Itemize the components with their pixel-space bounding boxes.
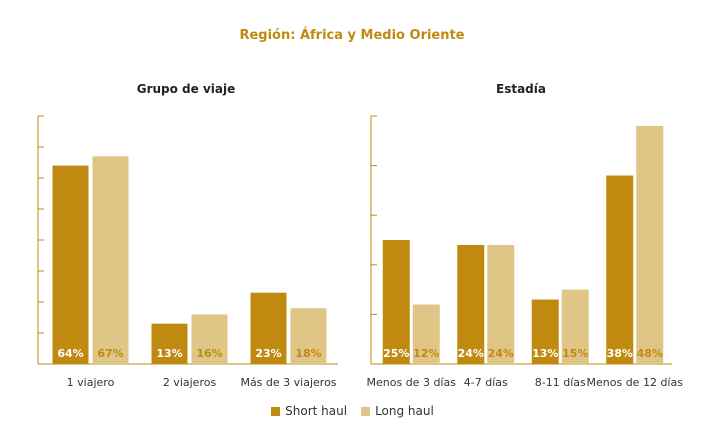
bar-value-label: 67% <box>97 347 123 360</box>
legend-label-short-haul: Short haul <box>285 404 348 418</box>
bar-value-label: 48% <box>637 347 663 360</box>
bar-value-label: 24% <box>488 347 514 360</box>
bar-short-haul <box>457 244 485 364</box>
panel-title: Estadía <box>496 82 546 96</box>
bar-value-label: 13% <box>156 347 182 360</box>
legend-item-short-haul: Short haul <box>271 404 347 418</box>
bar-value-label: 24% <box>458 347 484 360</box>
panel-title: Grupo de viaje <box>137 82 236 96</box>
bar-value-label: 64% <box>57 347 83 360</box>
bar-short-haul <box>531 299 559 364</box>
bar-long-haul <box>92 156 129 364</box>
bar-long-haul <box>191 314 228 364</box>
x-tick-label: Más de 3 viajeros <box>240 376 336 389</box>
x-tick-label: Menos de 3 días <box>367 376 457 389</box>
chart-panel-1: Estadía 25% 12% Menos de 3 días 24% 24% 4-7 dí… <box>367 82 684 389</box>
bar-short-haul <box>52 165 89 364</box>
x-tick-label: 8-11 días <box>535 376 586 389</box>
bar-value-label: 23% <box>255 347 281 360</box>
legend-item-long-haul: Long haul <box>361 404 434 418</box>
bar-value-label: 12% <box>413 347 439 360</box>
bar-long-haul <box>636 125 664 364</box>
bar-short-haul <box>250 292 287 364</box>
legend-swatch-long-haul <box>361 406 371 416</box>
bar-value-label: 38% <box>607 347 633 360</box>
legend-swatch-short-haul <box>271 406 281 416</box>
bar-short-haul <box>151 323 188 364</box>
x-tick-label: 1 viajero <box>67 376 115 389</box>
bar-short-haul <box>606 175 634 364</box>
bar-long-haul <box>487 244 515 364</box>
chart-panel-0: Grupo de viaje 64% 67% 1 viajero 13% 16% 2 via… <box>37 82 338 389</box>
bar-long-haul <box>561 289 589 364</box>
bar-value-label: 15% <box>562 347 588 360</box>
legend-label-long-haul: Long haul <box>375 404 434 418</box>
bar-value-label: 18% <box>295 347 321 360</box>
x-tick-label: 2 viajeros <box>163 376 217 389</box>
bar-long-haul <box>412 304 440 364</box>
x-tick-label: 4-7 días <box>464 376 508 389</box>
bar-long-haul <box>290 308 327 364</box>
bar-value-label: 13% <box>532 347 558 360</box>
bar-short-haul <box>382 240 410 364</box>
bar-value-label: 25% <box>383 347 409 360</box>
bar-value-label: 16% <box>196 347 222 360</box>
chart-main-title: Región: África y Medio Oriente <box>239 27 464 43</box>
chart-legend: Short haul Long haul <box>0 404 705 418</box>
x-tick-label: Menos de 12 días <box>587 376 684 389</box>
